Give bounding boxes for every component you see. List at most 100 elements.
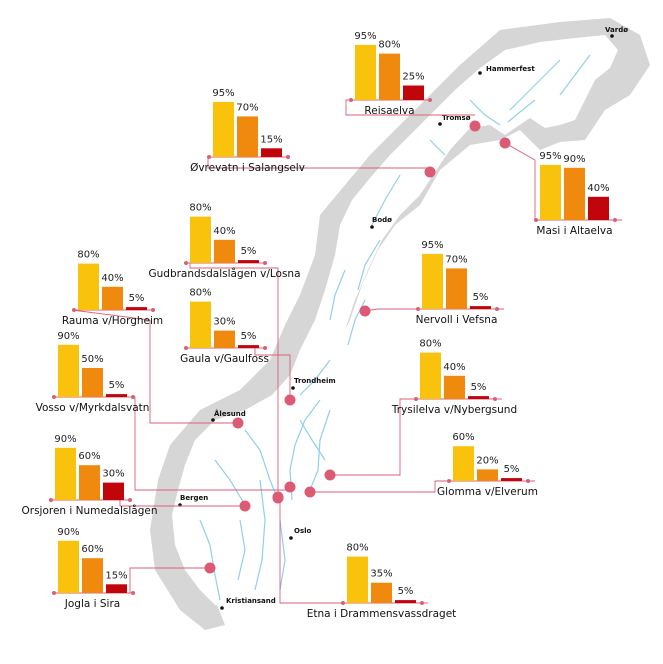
river-line	[469, 99, 501, 126]
bar-label-gaula-v-gaulfoss-3: 5%	[241, 331, 257, 342]
bar-label-rauma-v-horgheim-1: 80%	[77, 250, 99, 261]
site-name-vrevatn-i-salangselv: Øvrevatn i Salangselv	[190, 162, 305, 174]
site-marker-trysilelva-v-nybergsund	[324, 469, 336, 481]
city-dot-a-lesund	[211, 418, 215, 422]
baseline-dot-left	[52, 395, 56, 399]
bar-label-reisaelva-3: 25%	[402, 72, 424, 83]
baseline-dot-left	[184, 346, 188, 350]
city-dot-troms	[438, 122, 442, 126]
bar-label-vosso-v-myrkdalsvatn-3: 5%	[109, 380, 125, 391]
bar-gudbrandsdalsla-gen-v-losna-2	[214, 239, 235, 263]
bar-trysilelva-v-nybergsund-3	[468, 396, 489, 399]
site-panel-rauma-v-horgheim: 80% 40% 5% Rauma v/Horgheim	[62, 250, 163, 327]
city-dot-bod	[370, 225, 374, 229]
river-line	[559, 54, 591, 96]
bar-etna-i-drammensvassdraget-1	[347, 556, 368, 603]
bar-label-nervoll-i-vefsna-1: 95%	[421, 240, 443, 251]
site-name-rauma-v-horgheim: Rauma v/Horgheim	[62, 315, 163, 327]
bar-rauma-v-horgheim-2	[102, 286, 123, 310]
bar-label-masi-i-altaelva-3: 40%	[587, 183, 609, 194]
site-name-reisaelva: Reisaelva	[364, 105, 414, 117]
site-panel-orsjoren-i-numedalsla-gen: 90%60%30% Orsjoren i Numedalslågen	[21, 434, 157, 517]
site-marker-jogla-i-sira	[204, 562, 216, 574]
site-bar-panels: 95% 80% 25% Reisaelva 95%70%15%Øvrevatn i Sa…	[21, 31, 617, 620]
city-label-kristiansand: Kristiansand	[226, 597, 276, 605]
bar-label-vrevatn-i-salangselv-2: 70%	[236, 102, 258, 113]
bar-label-glomma-v-elverum-3: 5%	[504, 464, 520, 475]
city-label-oslo: Oslo	[294, 527, 312, 535]
baseline-dot-right	[263, 346, 267, 350]
bar-gaula-v-gaulfoss-1	[190, 301, 211, 348]
river-line	[429, 139, 446, 156]
site-name-vosso-v-myrkdalsvatn: Vosso v/Myrkdalsvatn	[36, 402, 150, 414]
baseline-dot-left	[534, 218, 538, 222]
site-marker-nervoll-i-vefsna	[359, 305, 371, 317]
baseline-dot-left	[52, 591, 56, 595]
bar-label-trysilelva-v-nybergsund-1: 80%	[419, 339, 441, 350]
bar-gudbrandsdalsla-gen-v-losna-1	[190, 216, 211, 263]
bar-rauma-v-horgheim-1	[78, 263, 99, 310]
baseline-dot-left	[414, 397, 418, 401]
baseline-dot-left	[349, 98, 353, 102]
bar-label-jogla-i-sira-3: 15%	[105, 570, 127, 581]
bar-label-etna-i-drammensvassdraget-3: 5%	[398, 586, 414, 597]
river-line	[299, 359, 331, 396]
baseline-dot-right	[151, 308, 155, 312]
river-line	[214, 459, 246, 506]
bar-label-gudbrandsdalsla-gen-v-losna-1: 80%	[189, 203, 211, 214]
site-markers	[204, 120, 511, 574]
site-marker-glomma-v-elverum	[304, 486, 316, 498]
bar-vrevatn-i-salangselv-2	[237, 116, 258, 157]
bar-label-orsjoren-i-numedalsla-gen-1: 90%	[54, 434, 76, 445]
site-marker-reisaelva	[469, 120, 481, 132]
baseline-dot-left	[341, 601, 345, 605]
river-line	[289, 399, 321, 501]
baseline-dot-right	[131, 591, 135, 595]
baseline-dot-left	[416, 307, 420, 311]
bar-nervoll-i-vefsna-3	[470, 306, 491, 309]
site-name-glomma-v-elverum: Glomma v/Elverum	[437, 486, 538, 498]
bar-jogla-i-sira-3	[106, 584, 127, 593]
city-label-a-lesund: Ålesund	[214, 409, 246, 418]
bar-label-glomma-v-elverum-2: 20%	[476, 455, 498, 466]
bar-label-jogla-i-sira-1: 90%	[57, 527, 79, 538]
site-panel-gaula-v-gaulfoss: 80% 30% 5% Gaula v/Gaulfoss	[180, 288, 269, 365]
bar-label-rauma-v-horgheim-2: 40%	[101, 273, 123, 284]
bar-trysilelva-v-nybergsund-2	[444, 375, 465, 399]
bar-glomma-v-elverum-2	[477, 469, 498, 481]
city-dot-kristiansand	[220, 606, 224, 610]
bar-label-gaula-v-gaulfoss-2: 30%	[213, 317, 235, 328]
site-name-masi-i-altaelva: Masi i Altaelva	[536, 225, 612, 237]
bar-orsjoren-i-numedalsla-gen-3	[103, 482, 124, 500]
bar-masi-i-altaelva-1	[540, 164, 561, 220]
baseline-dot-right	[428, 98, 432, 102]
map-city-labels: Vardø Hammerfest Tromsø Bodø Trondheim Ålesun…	[180, 26, 628, 605]
site-panel-vrevatn-i-salangselv: 95%70% 15% Øvrevatn i Salangselv	[190, 88, 305, 174]
bar-vosso-v-myrkdalsvatn-1	[58, 344, 79, 397]
bar-reisaelva-3	[403, 85, 424, 100]
site-name-trysilelva-v-nybergsund: Trysilelva v/Nybergsund	[391, 404, 517, 416]
river-line	[329, 269, 346, 321]
city-label-trondheim: Trondheim	[294, 377, 336, 385]
connector-gudbrandsdalsla-gen-v-losna	[189, 263, 279, 497]
bar-label-rauma-v-horgheim-3: 5%	[129, 293, 145, 304]
baseline-dot-left	[207, 155, 211, 159]
bar-label-vosso-v-myrkdalsvatn-2: 50%	[81, 354, 103, 365]
site-name-jogla-i-sira: Jogla i Sira	[64, 598, 120, 610]
bar-label-gudbrandsdalsla-gen-v-losna-3: 5%	[241, 246, 257, 257]
bar-label-vosso-v-myrkdalsvatn-1: 90%	[57, 331, 79, 342]
bar-etna-i-drammensvassdraget-2	[371, 582, 392, 603]
bar-label-trysilelva-v-nybergsund-3: 5%	[471, 382, 487, 393]
bar-vosso-v-myrkdalsvatn-2	[82, 368, 103, 397]
site-marker-rauma-v-horgheim	[232, 417, 244, 429]
site-panel-reisaelva: 95%80% 25% Reisaelva	[349, 31, 432, 117]
bar-label-nervoll-i-vefsna-3: 5%	[473, 292, 489, 303]
city-label-vard: Vardø	[605, 26, 628, 34]
site-panel-jogla-i-sira: 90%60% 15% Jogla i Sira	[52, 527, 135, 610]
bar-nervoll-i-vefsna-2	[446, 268, 467, 309]
bar-jogla-i-sira-1	[58, 540, 79, 593]
river-line	[237, 519, 246, 581]
baseline-dot-right	[526, 479, 530, 483]
bar-reisaelva-2	[379, 53, 400, 100]
